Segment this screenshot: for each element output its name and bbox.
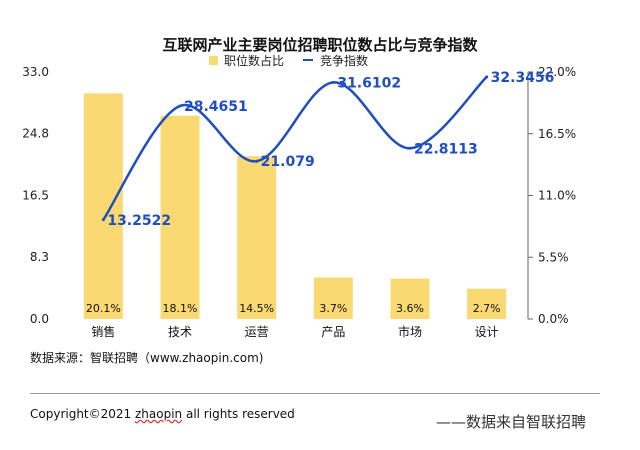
line-value-label: 22.8113 xyxy=(414,141,478,157)
line-series xyxy=(101,75,489,222)
left-tick-label: 33.0 xyxy=(22,65,49,79)
data-source: 数据来源：智联招聘（www.zhaopin.com) xyxy=(30,351,264,365)
bar xyxy=(390,278,430,319)
category-labels: 销售 技术 运营 产品 市场 设计 xyxy=(91,324,498,339)
left-axis: 0.0 8.3 16.5 24.8 33.0 xyxy=(22,65,49,326)
category-label: 销售 xyxy=(91,324,115,339)
bar xyxy=(83,93,123,319)
category-label: 设计 xyxy=(475,325,499,339)
line-value-label: 28.4651 xyxy=(184,99,248,115)
legend-bar-label: 职位数占比 xyxy=(224,53,284,68)
line-point xyxy=(178,104,182,108)
category-label: 运营 xyxy=(245,325,269,339)
line-point xyxy=(101,218,105,222)
category-label: 市场 xyxy=(398,324,422,339)
bar xyxy=(313,277,353,319)
right-tick-label: 11.0% xyxy=(538,189,576,203)
line-labels: 13.2522 28.4651 21.079 31.6102 22.8113 32.345… xyxy=(107,70,554,229)
right-tick-label: 16.5% xyxy=(538,127,576,141)
legend-line-label: 竞争指数 xyxy=(320,53,368,68)
bar xyxy=(237,156,277,319)
legend: 职位数占比 竞争指数 xyxy=(209,53,368,68)
divider xyxy=(30,393,600,394)
left-tick-label: 8.3 xyxy=(30,250,49,264)
copyright: Copyright©2021 zhaopin all rights reserv… xyxy=(30,407,295,421)
right-axis: 0.0% 5.5% 11.0% 16.5% 22.0% xyxy=(527,65,576,326)
category-label: 技术 xyxy=(168,325,192,339)
left-tick-label: 24.8 xyxy=(22,126,49,140)
bar-value-label: 14.5% xyxy=(239,302,274,315)
line-value-label: 31.6102 xyxy=(337,75,401,91)
bar-value-label: 18.1% xyxy=(163,302,198,315)
bar xyxy=(467,288,507,319)
bar-value-label: 2.7% xyxy=(473,302,501,315)
line-point xyxy=(485,75,489,79)
copyright-brand: zhaopin xyxy=(135,407,183,421)
left-tick-label: 16.5 xyxy=(22,189,49,203)
line-point xyxy=(255,159,259,163)
right-tick-label: 0.0% xyxy=(538,312,569,326)
left-tick-label: 0.0 xyxy=(30,312,49,326)
legend-bar-swatch xyxy=(209,56,218,65)
copyright-prefix: Copyright©2021 xyxy=(30,407,135,421)
right-tick-label: 22.0% xyxy=(538,65,576,79)
line-point xyxy=(331,80,335,84)
line-value-label: 21.079 xyxy=(261,154,315,170)
bar-value-label: 3.7% xyxy=(319,302,347,315)
bar-value-label: 3.6% xyxy=(396,302,424,315)
competition-index-line xyxy=(102,75,488,221)
line-value-label: 13.2522 xyxy=(107,213,171,229)
category-label: 产品 xyxy=(321,325,345,339)
footer-attribution: ——数据来自智联招聘 xyxy=(436,413,587,431)
bar xyxy=(160,115,200,319)
bar-value-label: 20.1% xyxy=(86,302,121,315)
line-value-label: 32.3456 xyxy=(491,70,555,86)
line-point xyxy=(408,146,412,150)
chart-title: 互联网产业主要岗位招聘职位数占比与竞争指数 xyxy=(162,36,478,54)
bar-series xyxy=(83,93,507,319)
right-tick-label: 5.5% xyxy=(538,250,569,264)
bar-labels: 20.1% 18.1% 14.5% 3.7% 3.6% 2.7% xyxy=(86,302,501,315)
copyright-suffix: all rights reserved xyxy=(182,407,295,421)
